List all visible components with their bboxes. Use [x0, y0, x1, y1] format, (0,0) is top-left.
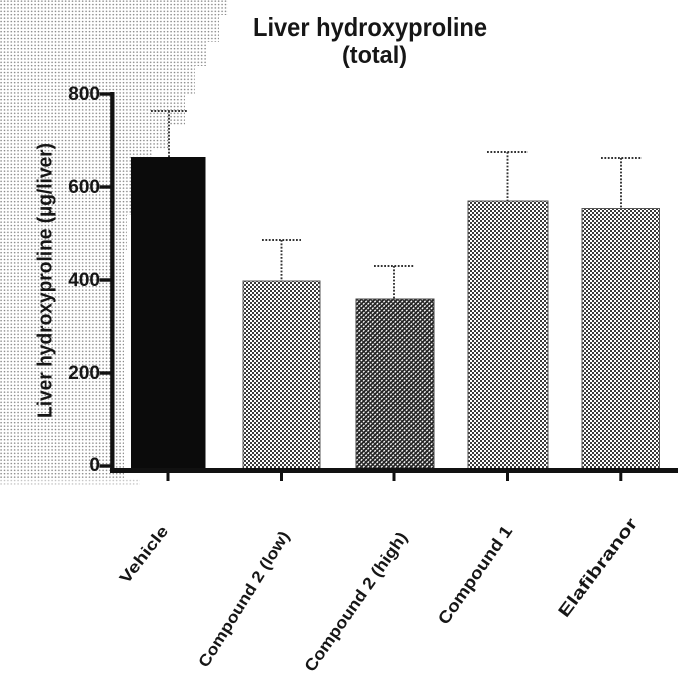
svg-text:(total): (total) [342, 42, 407, 69]
svg-text:400: 400 [68, 270, 100, 291]
svg-text:Liver hydroxyproline (µg/liver: Liver hydroxyproline (µg/liver) [35, 143, 57, 418]
svg-text:600: 600 [68, 177, 100, 198]
svg-text:800: 800 [68, 84, 100, 105]
svg-text:Liver hydroxyproline: Liver hydroxyproline [253, 12, 487, 42]
svg-text:0: 0 [89, 455, 100, 476]
svg-text:200: 200 [68, 363, 100, 384]
